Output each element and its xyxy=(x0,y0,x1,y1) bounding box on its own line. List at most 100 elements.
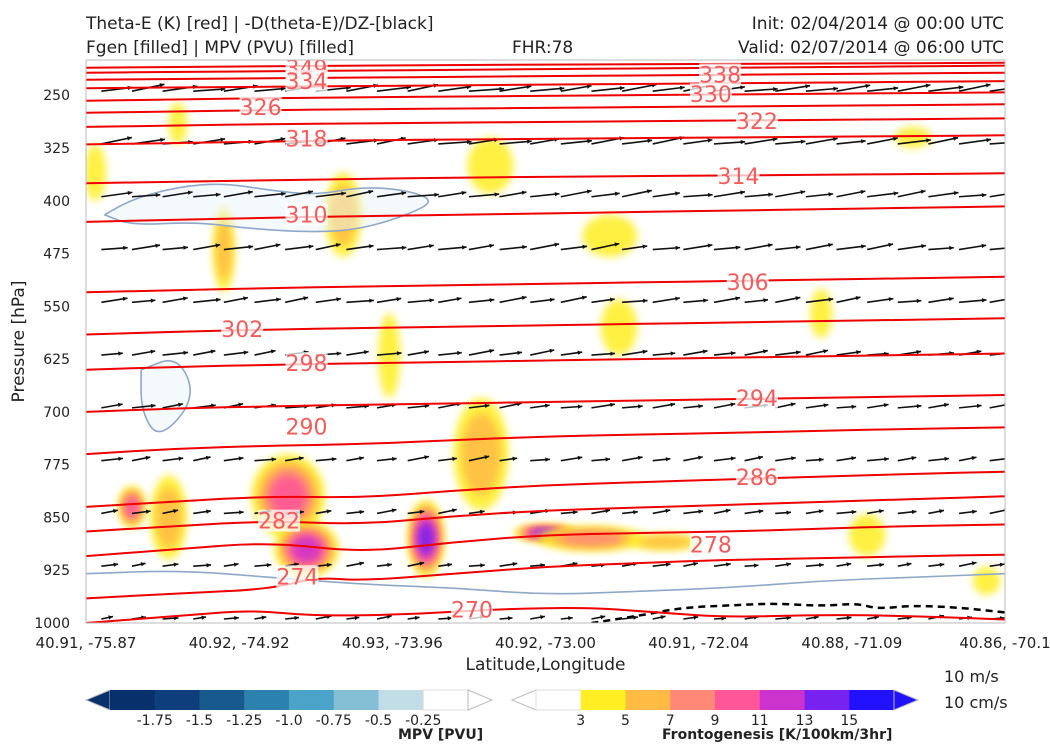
fgen-blob xyxy=(461,413,501,495)
wind-vector-head xyxy=(679,85,685,90)
wind-vector-head xyxy=(243,350,249,355)
wind-vector-shaft xyxy=(897,84,931,92)
wind-vector-shaft xyxy=(775,190,806,198)
theta-e-label: 302 xyxy=(221,318,263,343)
y-axis-label: Pressure [hPa] xyxy=(9,281,29,403)
wind-vector-head xyxy=(818,509,824,514)
wind-vector-head xyxy=(326,509,332,514)
wind-vector-shaft xyxy=(530,87,565,92)
wind-vector-shaft xyxy=(958,194,987,198)
wind-vector-shaft xyxy=(131,193,161,198)
wind-vector-head xyxy=(201,615,207,620)
theta-e-contour xyxy=(86,134,1005,146)
wind-vector-shaft xyxy=(805,137,838,145)
wind-vector-head xyxy=(647,138,653,143)
wind-vector-head xyxy=(725,508,731,513)
wind-vector-head xyxy=(363,350,369,355)
wind-vector-head xyxy=(117,402,123,408)
mpv-colorbar-swatch xyxy=(244,690,290,710)
wind-vector-head xyxy=(972,509,977,514)
fgen-blob xyxy=(600,299,638,356)
wind-vector-head xyxy=(670,351,676,356)
wind-vector-head xyxy=(638,404,643,409)
wind-vector-head xyxy=(215,297,221,303)
mpv-colorbar-swatch xyxy=(154,690,200,710)
wind-vector-shaft xyxy=(867,192,899,198)
theta-e-label-bg xyxy=(276,565,319,588)
fgen-colorbar-swatch xyxy=(625,690,671,710)
wind-vector-head xyxy=(429,298,435,303)
wind-vector-head xyxy=(220,137,226,142)
wind-vector-head xyxy=(140,562,146,567)
wind-vector-shaft xyxy=(223,190,253,198)
theta-e-label-bg xyxy=(717,164,760,187)
wind-vector-shaft xyxy=(193,88,226,92)
theta-e-contour xyxy=(86,607,1005,623)
wind-vector-head xyxy=(911,456,917,461)
wind-vector-head xyxy=(637,455,643,460)
wind-vector-head xyxy=(396,351,402,356)
wind-vector-shaft xyxy=(744,137,778,145)
wind-vector-head xyxy=(205,455,211,461)
wind-vector-shaft xyxy=(683,139,713,145)
wind-vector-shaft xyxy=(530,243,560,251)
mpv-colorbar-tick: -0.75 xyxy=(316,713,352,729)
wind-vector-head xyxy=(489,243,494,249)
wind-vector-head xyxy=(499,86,505,92)
wind-vector-head xyxy=(577,455,583,461)
title-left-line1: Theta-E (K) [red] | -D(theta-E)/DZ-[blac… xyxy=(86,14,434,34)
wind-vector-head xyxy=(577,350,583,355)
wind-vector-shaft xyxy=(989,509,1005,515)
theta-e-label-bg xyxy=(735,387,778,410)
theta-e-label-bg xyxy=(285,352,328,375)
wind-vector-shaft xyxy=(131,244,161,251)
wind-vector-head xyxy=(206,563,212,568)
wind-vector-head xyxy=(958,85,964,90)
wind-vector-head xyxy=(605,457,611,462)
wind-vector-shaft xyxy=(958,138,992,145)
wind-vector-head xyxy=(763,298,769,303)
wind-vector-head xyxy=(145,455,151,461)
wind-vector-head xyxy=(247,190,253,195)
wind-vector-head xyxy=(856,350,861,355)
wind-vector-head xyxy=(675,245,681,251)
wind-vector-head xyxy=(466,139,472,145)
wind-vector-head xyxy=(173,562,179,567)
wind-vector-shaft xyxy=(897,190,926,198)
vector-key-vertical: 10 cm/s xyxy=(944,693,1008,712)
x-tick-label: 40.91, -72.04 xyxy=(648,634,749,652)
stability-contour xyxy=(591,602,1005,623)
fgen-blob xyxy=(155,487,182,548)
wind-vector-head xyxy=(326,562,332,568)
wind-vector-head xyxy=(833,86,838,91)
wind-vector-head xyxy=(725,562,731,567)
wind-vector-shaft xyxy=(805,298,834,304)
fgen-colorbar-tick: 3 xyxy=(576,713,585,729)
wind-vector-head xyxy=(795,245,801,250)
fgen-blob xyxy=(418,523,434,554)
wind-vector-head xyxy=(527,139,532,144)
fgen-colorbar-tick: 9 xyxy=(711,713,720,729)
wind-vector-head xyxy=(740,190,745,195)
wind-vector-head xyxy=(118,351,123,356)
wind-vector-head xyxy=(920,189,926,194)
wind-vector-shaft xyxy=(958,299,987,304)
fgen-blob xyxy=(86,144,107,201)
wind-vector-head xyxy=(610,402,615,408)
wind-vector-head xyxy=(150,298,156,303)
theta-e-label: 286 xyxy=(736,466,778,491)
wind-vector-head xyxy=(544,403,550,408)
mpv-colorbar-tick: -0.25 xyxy=(405,713,441,729)
wind-vector-head xyxy=(610,351,615,356)
wind-vector-head xyxy=(986,137,992,143)
wind-vector-shaft xyxy=(499,296,527,304)
mpv-colorbar-tick: -0.5 xyxy=(365,713,392,729)
wind-vector-shaft xyxy=(346,299,374,304)
wind-vector-shaft xyxy=(346,244,374,251)
wind-vector-head xyxy=(851,404,857,409)
theta-e-contour xyxy=(86,172,1005,185)
wind-vector-head xyxy=(243,296,248,301)
wind-vector-head xyxy=(517,350,522,356)
y-tick-label: 625 xyxy=(43,352,70,368)
wind-vector-head xyxy=(702,349,708,354)
